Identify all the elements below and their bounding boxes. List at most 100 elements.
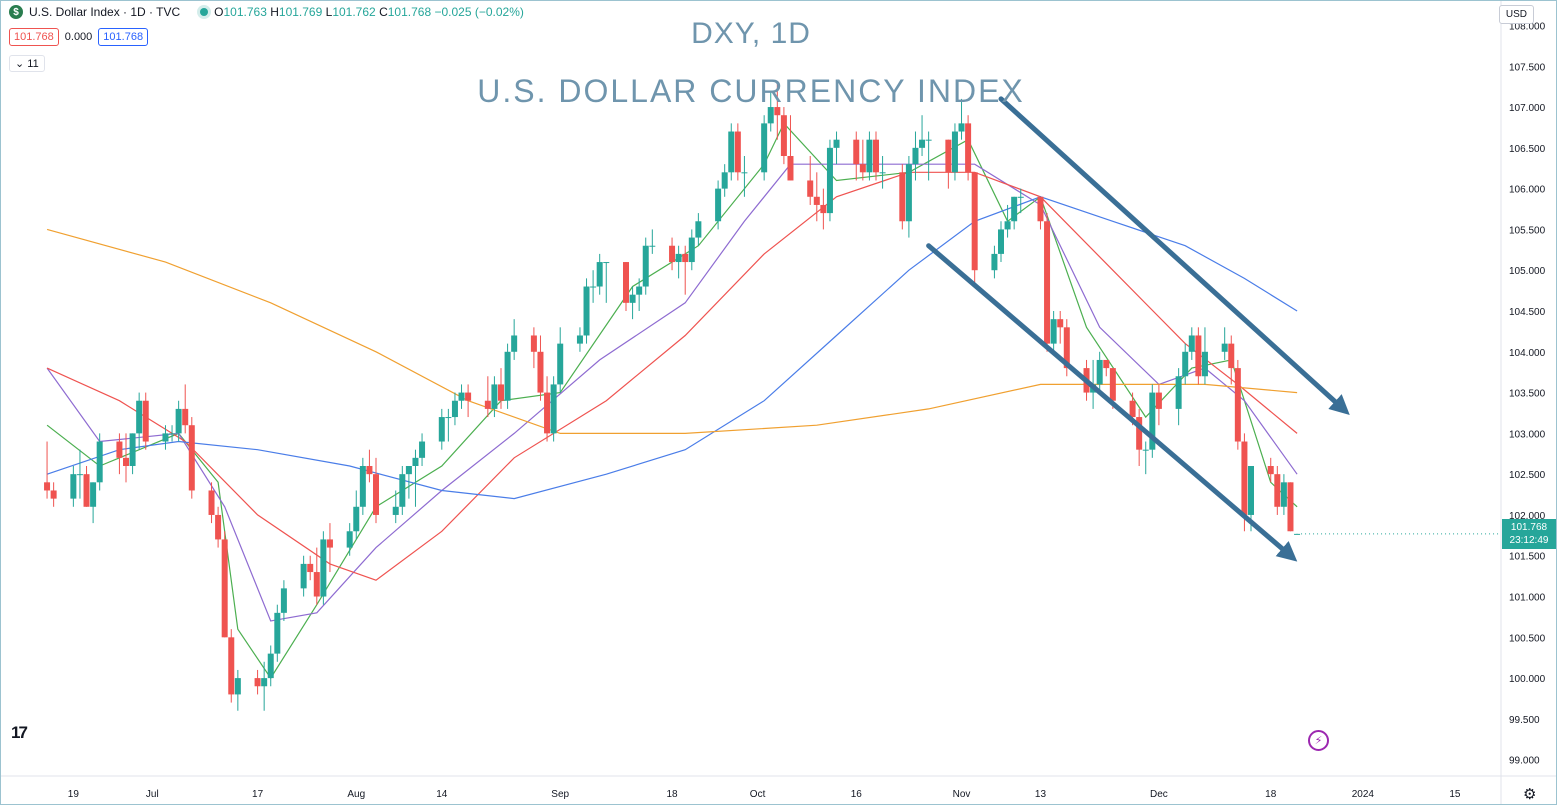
candle-body — [925, 139, 932, 141]
candle — [807, 156, 814, 205]
candle-body — [1201, 351, 1208, 377]
candle-body — [1063, 327, 1070, 369]
candle — [451, 392, 458, 426]
candle-body — [1175, 376, 1182, 409]
candle-body — [669, 245, 676, 263]
candle-body — [1037, 196, 1044, 222]
candle-body — [557, 343, 564, 385]
candle-body — [1103, 359, 1110, 369]
candle — [767, 90, 774, 132]
change-value: −0.025 (−0.02%) — [434, 5, 524, 19]
candle — [116, 433, 123, 475]
x-tick-label: Oct — [750, 789, 766, 800]
high-label: H — [270, 5, 279, 19]
candle — [419, 433, 426, 466]
candle — [215, 506, 222, 548]
candle-body — [76, 474, 83, 476]
candle — [1280, 474, 1287, 515]
candle — [879, 156, 886, 189]
candle-body — [504, 351, 511, 401]
candle-body — [162, 433, 169, 442]
candle-body — [1280, 482, 1287, 507]
candle-body — [50, 490, 57, 499]
candle-body — [307, 563, 314, 573]
y-tick-label: 100.500 — [1509, 633, 1546, 644]
gear-icon[interactable]: ⚙ — [1523, 786, 1537, 803]
candle-body — [590, 286, 597, 288]
candle — [136, 392, 143, 450]
candle — [162, 425, 169, 450]
candle — [998, 221, 1004, 263]
indicators-toggle[interactable]: ⌄ 11 — [9, 55, 45, 72]
candle — [1136, 408, 1143, 466]
candle — [1175, 368, 1182, 426]
candle-body — [1267, 466, 1274, 475]
candle-body — [280, 588, 287, 613]
candle — [629, 286, 636, 320]
candle — [359, 457, 366, 515]
candle-body — [537, 351, 544, 393]
candle-body — [1221, 343, 1228, 352]
candle-body — [228, 637, 235, 695]
candle-body — [208, 490, 215, 515]
candle — [899, 164, 906, 230]
candle — [642, 237, 649, 295]
candle — [313, 547, 320, 605]
candle-body — [1044, 221, 1051, 344]
candle — [958, 98, 965, 140]
candle — [261, 661, 268, 711]
candle — [1234, 359, 1241, 450]
candle-body — [300, 563, 307, 589]
candle-body — [853, 139, 860, 165]
candle — [682, 245, 689, 295]
candle — [366, 449, 373, 483]
candle — [399, 466, 406, 515]
candle-body — [498, 384, 504, 401]
candle — [945, 139, 952, 189]
moving-average-line — [46, 171, 1298, 581]
y-tick-label: 105.000 — [1509, 266, 1546, 277]
flash-icon[interactable]: ⚡ — [1308, 730, 1329, 751]
candle — [491, 376, 498, 418]
candle — [484, 376, 491, 418]
candle — [1057, 311, 1064, 344]
y-tick-label: 103.500 — [1509, 389, 1546, 400]
candle — [590, 270, 597, 303]
candle-body — [359, 466, 366, 507]
low-label: L — [325, 5, 333, 19]
candle-body — [544, 392, 551, 434]
candle-body — [1149, 392, 1156, 450]
candle — [438, 408, 445, 450]
candle-body — [912, 147, 919, 165]
candle-body — [1248, 466, 1254, 515]
symbol-title[interactable]: U.S. Dollar Index · 1D · TVC — [29, 5, 181, 19]
candle — [274, 604, 281, 662]
candle — [919, 115, 926, 156]
candle — [780, 107, 787, 165]
candle-body — [234, 678, 241, 695]
candle-body — [169, 433, 176, 435]
candle — [537, 335, 544, 401]
moving-average-line — [46, 122, 1298, 680]
candle — [44, 441, 51, 499]
currency-selector[interactable]: USD — [1498, 5, 1534, 24]
x-tick-label: Jul — [146, 789, 159, 800]
tradingview-logo-icon[interactable]: 17 — [11, 723, 28, 742]
candle-body — [373, 474, 379, 515]
candle — [557, 327, 564, 393]
chevron-down-icon: ⌄ — [15, 58, 25, 70]
candle-body — [96, 441, 103, 483]
candle — [576, 327, 583, 352]
candle-body — [715, 188, 722, 222]
open-value: 101.763 — [223, 5, 267, 19]
candle — [1004, 204, 1011, 238]
candle — [1149, 384, 1156, 458]
candle — [1103, 359, 1110, 377]
x-tick-label: 14 — [436, 789, 448, 800]
candle — [320, 531, 327, 605]
buy-button[interactable]: 101.768 — [98, 28, 149, 46]
candle — [511, 319, 518, 360]
sell-button[interactable]: 101.768 — [9, 28, 59, 46]
ohlc-readout: O101.763 H101.769 L101.762 C101.768 −0.0… — [214, 5, 524, 19]
